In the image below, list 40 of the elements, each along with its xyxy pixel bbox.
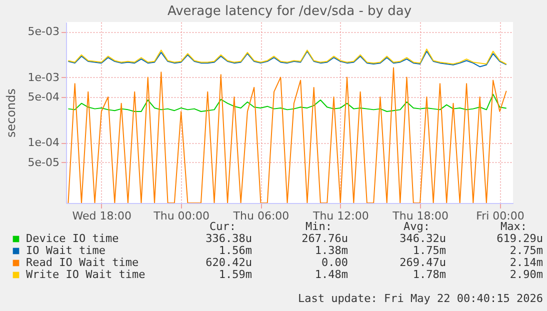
text: 1.59m <box>218 268 252 281</box>
text: 0.00 <box>322 256 348 269</box>
text: 336.38u <box>206 232 252 245</box>
text: 269.47u <box>400 256 446 269</box>
text: 1.38m <box>314 244 348 257</box>
legend-label: Read IO Wait time <box>26 256 139 269</box>
text: 1.75m <box>412 244 446 257</box>
x-tick-label: Thu 12:00 <box>312 210 369 222</box>
text: Max: <box>500 220 527 233</box>
y-tick-label: 1e-04 <box>28 136 60 150</box>
y-tick-label: 5e-04 <box>28 90 60 104</box>
text: 2.75m <box>510 244 544 257</box>
y-axis-title: seconds <box>4 88 18 138</box>
text: 1.56m <box>218 244 252 257</box>
text: 1.78m <box>412 268 446 281</box>
text: 619.29u <box>496 232 543 245</box>
x-tick-label: Thu 06:00 <box>232 210 290 222</box>
y-tick-label: 5e-03 <box>28 25 60 38</box>
legend-label: Device IO time <box>26 232 119 245</box>
text: 620.42u <box>206 256 252 269</box>
legend-label: IO Wait time <box>26 244 106 257</box>
text: Cur: <box>210 220 236 233</box>
text: 2.90m <box>510 268 544 281</box>
text: 267.76u <box>302 232 348 245</box>
text: 1.48m <box>314 268 348 281</box>
x-tick-label: Wed 18:00 <box>72 210 132 222</box>
line-series <box>68 67 507 203</box>
x-tick-label: Thu 00:00 <box>152 210 210 222</box>
legend-label: Write IO Wait time <box>26 268 146 281</box>
chart-title: Average latency for /dev/sda - by day <box>167 4 412 19</box>
x-tick-label: Fri 00:00 <box>476 210 524 222</box>
y-tick-label: 5e-05 <box>28 156 60 169</box>
text: Last update: Fri May 22 00:40:15 2026 <box>298 292 543 305</box>
x-tick-label: Thu 18:00 <box>392 210 448 222</box>
y-tick-label: 1e-03 <box>28 70 60 84</box>
line-series <box>68 94 507 112</box>
text: Min: <box>306 220 332 233</box>
text: 2.14m <box>510 256 544 269</box>
text: Avg: <box>404 220 430 233</box>
text: 346.32u <box>400 232 446 245</box>
